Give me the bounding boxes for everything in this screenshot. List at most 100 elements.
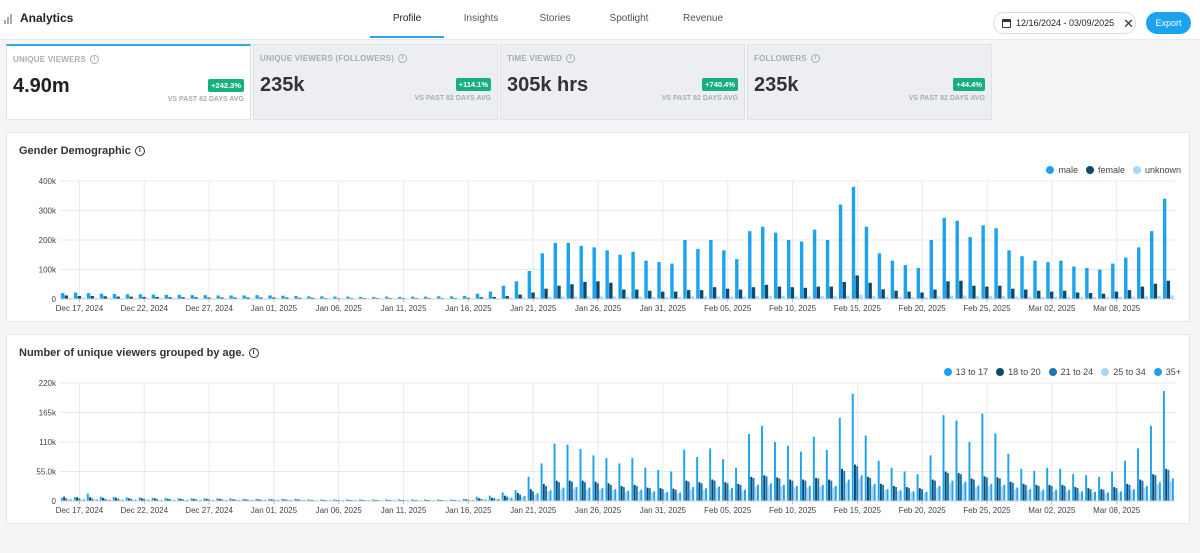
bar-21-to-24[interactable] [972, 479, 975, 501]
bar-35-[interactable] [212, 499, 215, 501]
bar-21-to-24[interactable] [661, 489, 664, 501]
bar-unknown[interactable] [1040, 296, 1045, 299]
bar-13-to-17[interactable] [761, 425, 763, 501]
bar-13-to-17[interactable] [1033, 470, 1036, 501]
bar-male[interactable] [799, 241, 804, 299]
bar-female[interactable] [466, 297, 470, 299]
bar-unknown[interactable] [962, 295, 967, 299]
bar-female[interactable] [1011, 288, 1015, 299]
bar-18-to-20[interactable] [192, 498, 195, 501]
bar-female[interactable] [764, 284, 769, 299]
bar-18-to-20[interactable] [555, 480, 558, 501]
bar-25-to-34[interactable] [547, 491, 550, 501]
bar-18-to-20[interactable] [633, 484, 636, 501]
bar-18-to-20[interactable] [581, 480, 584, 501]
bar-13-to-17[interactable] [359, 499, 362, 501]
bar-35-[interactable] [1081, 491, 1084, 501]
bar-female[interactable] [1075, 292, 1080, 299]
bar-unknown[interactable] [1144, 296, 1148, 299]
bar-25-to-34[interactable] [599, 489, 602, 501]
bar-female[interactable] [1049, 291, 1054, 299]
bar-13-to-17[interactable] [255, 498, 258, 501]
bar-13-to-17[interactable] [346, 499, 349, 501]
bar-unknown[interactable] [638, 296, 643, 299]
bar-35-[interactable] [484, 499, 487, 501]
bar-female[interactable] [661, 291, 665, 299]
bar-35-[interactable] [186, 499, 189, 501]
bar-13-to-17[interactable] [1137, 448, 1139, 501]
bar-35-[interactable] [471, 499, 474, 501]
date-range-picker[interactable]: 12/16/2024 - 03/09/2025 ✕ [993, 12, 1136, 34]
bar-13-to-17[interactable] [670, 471, 673, 502]
bar-male[interactable] [1072, 266, 1076, 299]
bar-18-to-20[interactable] [620, 485, 623, 501]
bar-male[interactable] [631, 251, 635, 299]
bar-35-[interactable] [860, 475, 863, 501]
bar-male[interactable] [644, 260, 648, 299]
bar-21-to-24[interactable] [648, 488, 651, 501]
bar-13-to-17[interactable] [1007, 453, 1010, 501]
bar-female[interactable] [168, 297, 172, 299]
bar-25-to-34[interactable] [1104, 493, 1107, 501]
bar-35-[interactable] [199, 499, 202, 501]
bar-35-[interactable] [549, 490, 552, 501]
bar-female[interactable] [90, 296, 94, 299]
bar-25-to-34[interactable] [288, 499, 290, 501]
bar-25-to-34[interactable] [962, 483, 965, 501]
bar-male[interactable] [968, 237, 972, 299]
bar-35-[interactable] [938, 485, 941, 501]
bar-18-to-20[interactable] [1035, 484, 1038, 501]
bar-18-to-20[interactable] [76, 497, 79, 501]
bar-13-to-17[interactable] [1162, 391, 1165, 501]
bar-unknown[interactable] [599, 296, 604, 299]
bar-13-to-17[interactable] [112, 496, 115, 501]
bar-35-[interactable] [1145, 485, 1148, 501]
bar-13-to-17[interactable] [657, 469, 660, 501]
bar-13-to-17[interactable] [307, 499, 310, 501]
bar-male[interactable] [436, 296, 441, 299]
bar-female[interactable] [738, 289, 743, 299]
bar-unknown[interactable] [949, 295, 954, 299]
bar-21-to-24[interactable] [532, 491, 535, 501]
bar-25-to-34[interactable] [1078, 492, 1081, 501]
bar-25-to-34[interactable] [819, 486, 822, 501]
bar-male[interactable] [786, 240, 791, 299]
bar-male[interactable] [514, 281, 519, 299]
bar-25-to-34[interactable] [560, 489, 563, 501]
bar-18-to-20[interactable] [426, 499, 429, 501]
bar-25-to-34[interactable] [949, 483, 952, 501]
bar-25-to-34[interactable] [1143, 487, 1146, 501]
bar-female[interactable] [829, 286, 833, 299]
bar-13-to-17[interactable] [696, 457, 699, 501]
bar-21-to-24[interactable] [921, 489, 923, 501]
bar-21-to-24[interactable] [311, 499, 314, 501]
bar-male[interactable] [709, 240, 713, 299]
bar-35-[interactable] [160, 499, 163, 501]
bar-female[interactable] [116, 296, 120, 299]
bar-18-to-20[interactable] [879, 483, 882, 501]
legend-item-35-plus[interactable]: 35+ [1153, 367, 1181, 377]
bar-unknown[interactable] [898, 296, 902, 299]
bar-18-to-20[interactable] [659, 488, 662, 501]
bar-35-[interactable] [899, 490, 902, 501]
bar-unknown[interactable] [924, 297, 928, 299]
bar-21-to-24[interactable] [713, 480, 716, 501]
bar-21-to-24[interactable] [65, 498, 68, 501]
bar-unknown[interactable] [768, 296, 772, 299]
bar-18-to-20[interactable] [892, 485, 895, 501]
tab-spotlight[interactable]: Spotlight [609, 13, 649, 24]
bar-25-to-34[interactable] [988, 485, 991, 501]
bar-male[interactable] [540, 253, 545, 299]
bar-35-[interactable] [588, 487, 591, 501]
bar-male[interactable] [579, 245, 583, 299]
bar-18-to-20[interactable] [322, 499, 325, 501]
bar-21-to-24[interactable] [1089, 489, 1092, 501]
bar-21-to-24[interactable] [337, 499, 340, 501]
bar-13-to-17[interactable] [799, 451, 802, 501]
bar-18-to-20[interactable] [114, 497, 117, 501]
bar-13-to-17[interactable] [618, 463, 621, 501]
bar-21-to-24[interactable] [1024, 484, 1027, 501]
bar-female[interactable] [531, 292, 535, 299]
bar-25-to-34[interactable] [728, 489, 731, 501]
bar-18-to-20[interactable] [931, 479, 934, 501]
